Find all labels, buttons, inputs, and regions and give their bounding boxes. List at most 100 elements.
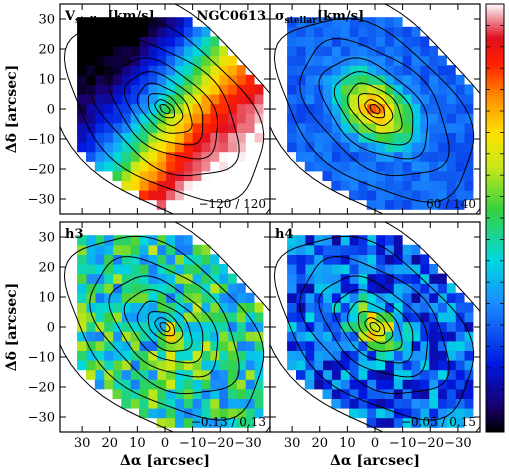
map-pixel bbox=[464, 122, 474, 133]
map-pixel bbox=[357, 292, 368, 303]
map-pixel bbox=[218, 369, 229, 380]
map-pixel bbox=[200, 398, 211, 409]
map-pixel bbox=[192, 292, 202, 303]
map-pixel bbox=[349, 180, 359, 191]
map-pixel bbox=[446, 369, 456, 380]
map-pixel bbox=[322, 292, 332, 303]
map-pixel bbox=[227, 417, 237, 428]
map-pixel bbox=[410, 264, 421, 275]
map-pixel bbox=[236, 398, 246, 409]
map-pixel bbox=[437, 142, 447, 153]
map-pixel bbox=[130, 340, 140, 351]
contour-line bbox=[147, 92, 184, 126]
map-pixel bbox=[183, 331, 193, 342]
map-pixel bbox=[139, 369, 149, 380]
map-pixel bbox=[86, 254, 96, 265]
map-pixel bbox=[349, 190, 359, 201]
map-pixel bbox=[218, 417, 229, 428]
map-pixel bbox=[254, 170, 264, 181]
map-pixel bbox=[147, 103, 158, 114]
map-pixel bbox=[331, 170, 341, 181]
map-pixel bbox=[296, 103, 306, 114]
y-tick-label: −20 bbox=[28, 381, 55, 396]
map-pixel bbox=[384, 17, 394, 28]
map-pixel bbox=[147, 17, 158, 28]
map-pixel bbox=[322, 340, 332, 351]
map-pixel bbox=[94, 331, 105, 342]
map-pixel bbox=[313, 369, 324, 380]
map-pixel bbox=[94, 151, 105, 162]
map-pixel bbox=[331, 350, 341, 361]
map-pixel bbox=[384, 312, 394, 323]
map-pixel bbox=[340, 244, 350, 255]
map-pixel bbox=[331, 388, 341, 399]
map-pixel bbox=[121, 264, 131, 275]
map-pixel bbox=[183, 379, 193, 390]
map-pixel bbox=[340, 113, 350, 124]
map-pixel bbox=[147, 254, 158, 265]
map-pixel bbox=[112, 321, 122, 332]
map-pixel bbox=[410, 340, 421, 351]
panel-vel-range: −120 / 120 bbox=[198, 197, 266, 211]
map-pixel bbox=[103, 94, 114, 105]
map-pixel bbox=[130, 292, 140, 303]
map-pixel bbox=[200, 142, 211, 153]
map-pixel bbox=[192, 180, 202, 191]
map-pixel bbox=[349, 65, 359, 76]
map-pixel bbox=[121, 161, 131, 172]
map-pixel bbox=[384, 331, 394, 342]
map-pixel bbox=[147, 360, 158, 371]
map-pixel bbox=[313, 254, 324, 265]
map-pixel bbox=[174, 122, 184, 133]
x-tick-label: −10 bbox=[179, 436, 206, 451]
map-pixel bbox=[245, 408, 255, 419]
map-pixel bbox=[375, 199, 386, 210]
map-pixel bbox=[419, 283, 430, 294]
map-pixel bbox=[174, 321, 184, 332]
map-pixel bbox=[357, 283, 368, 294]
map-pixel bbox=[77, 74, 87, 85]
map-pixel bbox=[428, 84, 439, 95]
map-pixel bbox=[165, 161, 176, 172]
map-pixel bbox=[218, 103, 229, 114]
map-pixel bbox=[437, 388, 447, 399]
map-pixel bbox=[340, 170, 350, 181]
map-pixel bbox=[410, 180, 421, 191]
map-pixel bbox=[86, 244, 96, 255]
map-pixel bbox=[313, 312, 324, 323]
map-pixel bbox=[384, 103, 394, 114]
map-pixel bbox=[103, 321, 114, 332]
map-pixel bbox=[287, 113, 297, 124]
map-pixel bbox=[313, 264, 324, 275]
map-pixel bbox=[192, 199, 202, 210]
map-pixel bbox=[139, 103, 149, 114]
map-pixel bbox=[428, 350, 439, 361]
contour-line bbox=[147, 310, 184, 344]
map-pixel bbox=[218, 350, 229, 361]
map-pixel bbox=[103, 369, 114, 380]
map-pixel bbox=[393, 379, 403, 390]
map-pixel bbox=[218, 180, 229, 191]
map-pixel bbox=[94, 46, 105, 57]
map-pixel bbox=[375, 388, 386, 399]
map-pixel bbox=[313, 94, 324, 105]
map-pixel bbox=[313, 340, 324, 351]
map-pixel bbox=[156, 84, 167, 95]
map-pixel bbox=[227, 199, 237, 210]
map-pixel bbox=[455, 180, 465, 191]
map-pixel bbox=[304, 340, 315, 351]
map-pixel bbox=[296, 132, 306, 143]
map-pixel bbox=[192, 273, 202, 284]
map-pixel bbox=[103, 340, 114, 351]
map-pixel bbox=[227, 283, 237, 294]
map-pixel bbox=[192, 388, 202, 399]
map-pixel bbox=[428, 417, 439, 428]
map-pixel bbox=[254, 151, 264, 162]
map-pixel bbox=[340, 46, 350, 57]
map-pixel bbox=[402, 388, 412, 399]
map-pixel bbox=[139, 84, 149, 95]
map-pixel bbox=[437, 151, 447, 162]
map-pixel bbox=[349, 273, 359, 284]
map-pixel bbox=[183, 199, 193, 210]
map-pixel bbox=[130, 26, 140, 37]
